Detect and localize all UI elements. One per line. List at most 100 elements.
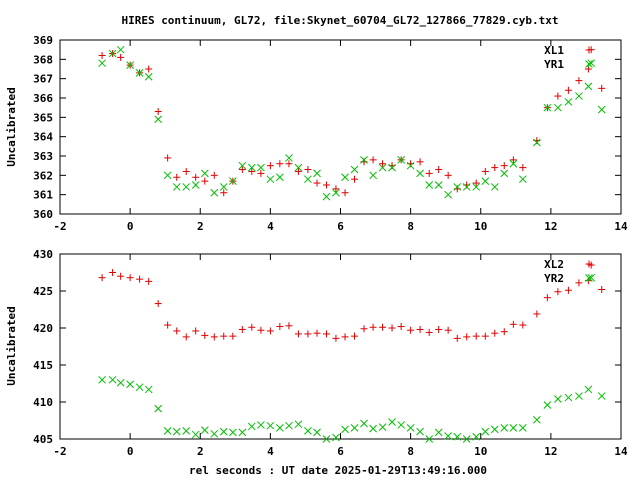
data-point: [266, 327, 274, 335]
y-tick-label: 420: [33, 322, 53, 335]
data-point: [135, 69, 144, 77]
panel-top: 360 361 362 363 364 365 366 367 368 369 -2 0 2 4 6 8 10 1…: [5, 34, 628, 233]
data-point: [135, 383, 144, 392]
data-point: [532, 138, 541, 147]
x-tick-label: 0: [127, 445, 134, 458]
data-point: [532, 415, 541, 424]
x-tick-label: 8: [407, 445, 414, 458]
data-point: [313, 329, 321, 337]
y-tick-label: 365: [33, 111, 53, 124]
data-point: [425, 435, 434, 443]
data-point: [397, 421, 406, 429]
data-point: [248, 167, 256, 175]
data-point: [341, 425, 349, 434]
data-point: [220, 332, 228, 340]
data-point: [322, 330, 330, 338]
data-point: [332, 185, 340, 193]
data-point: [416, 427, 424, 436]
x-tick-label: 8: [407, 220, 414, 233]
data-point: [191, 181, 200, 189]
data-point: [369, 156, 377, 164]
series-XL2: [98, 261, 606, 342]
data-point: [481, 167, 489, 175]
data-point: [313, 428, 321, 437]
data-point: [472, 432, 481, 441]
y-tick-label: 366: [33, 92, 53, 105]
data-point: [285, 160, 293, 168]
data-point: [117, 272, 125, 280]
data-point: [266, 162, 274, 170]
data-point: [247, 163, 256, 172]
legend-marker: [585, 260, 593, 268]
y-tick-label: 415: [33, 359, 53, 372]
data-point: [509, 156, 517, 164]
data-point: [126, 380, 134, 389]
data-point: [238, 428, 247, 437]
data-point: [229, 428, 237, 437]
data-point: [444, 432, 452, 440]
data-point: [154, 115, 163, 124]
data-point: [116, 45, 125, 54]
data-point: [201, 177, 209, 185]
data-point: [453, 334, 461, 342]
x-tick-label: 14: [614, 220, 628, 233]
data-point: [444, 326, 452, 334]
data-point: [294, 330, 302, 338]
data-point: [294, 420, 303, 429]
data-point: [117, 53, 125, 61]
data-point: [388, 324, 396, 332]
data-point: [575, 77, 583, 85]
data-point: [416, 158, 424, 166]
data-point: [238, 166, 246, 174]
x-tick-label: -2: [53, 445, 66, 458]
y-tick-label: 405: [33, 433, 53, 446]
x-tick-label: 0: [127, 220, 134, 233]
data-point: [304, 330, 312, 338]
data-point: [491, 329, 499, 337]
data-point: [462, 183, 471, 191]
x-tick-label: 6: [337, 445, 344, 458]
data-point: [598, 84, 606, 92]
data-point: [425, 181, 434, 189]
data-point: [554, 288, 562, 296]
data-point: [257, 163, 265, 172]
data-point: [182, 183, 191, 191]
data-point: [276, 323, 284, 331]
y-axis-label: Uncalibrated: [5, 87, 18, 166]
data-point: [266, 175, 275, 184]
data-point: [182, 427, 191, 435]
data-point: [490, 425, 499, 434]
data-point: [543, 401, 552, 409]
data-point: [257, 169, 265, 177]
data-point: [266, 421, 275, 430]
data-point: [116, 378, 125, 387]
data-point: [379, 160, 387, 168]
data-point: [238, 161, 247, 170]
data-point: [163, 171, 172, 180]
data-point: [554, 92, 562, 100]
data-point: [201, 331, 209, 339]
x-axis-label: rel seconds : UT date 2025-01-29T13:49:1…: [189, 464, 487, 477]
series-YR1: [98, 45, 606, 201]
data-point: [98, 375, 106, 384]
data-point: [126, 274, 134, 282]
data-point: [200, 426, 209, 434]
y-tick-label: 367: [33, 73, 53, 86]
x-tick-label: 4: [267, 220, 274, 233]
x-tick-label: 14: [614, 445, 628, 458]
legend-marker: [585, 46, 593, 54]
data-point: [229, 332, 237, 340]
data-point: [276, 160, 284, 168]
data-point: [472, 332, 480, 340]
y-tick-label: 363: [33, 150, 53, 163]
panel-bottom: 405 410 415 420 425 430 -2 0 2 4 6 8 10 12 14 Uncalibra…: [5, 248, 628, 458]
data-point: [341, 333, 349, 341]
data-point: [219, 183, 228, 191]
data-point: [554, 103, 562, 112]
y-tick-label: 430: [33, 248, 53, 261]
data-point: [554, 395, 562, 403]
data-point: [533, 310, 541, 318]
data-point: [98, 274, 106, 282]
data-point: [285, 421, 293, 430]
data-point: [597, 105, 606, 114]
